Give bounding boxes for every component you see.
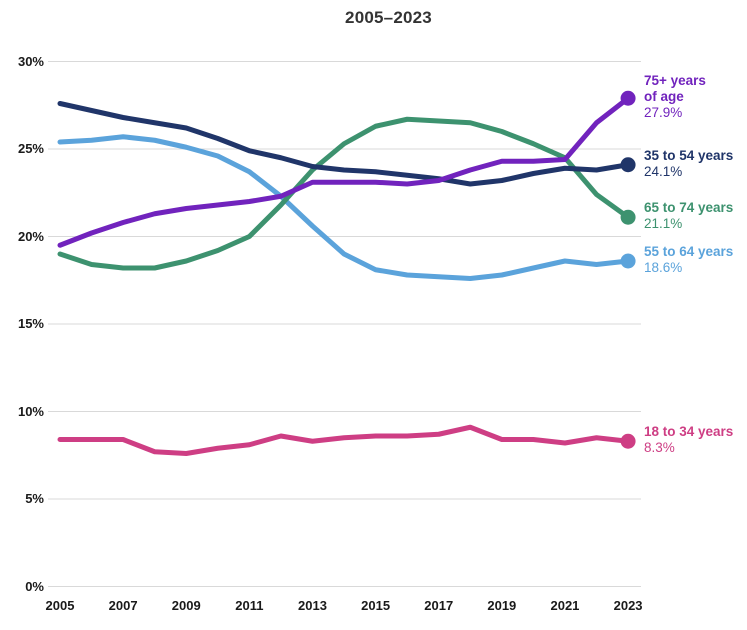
series-line-18-to-34-years — [57, 424, 631, 456]
x-tick-label-2013: 2013 — [298, 598, 327, 613]
x-tick-label-2019: 2019 — [487, 598, 517, 613]
y-tick-label-15: 15% — [17, 316, 44, 331]
series-label-65-to-74-years: 65 to 74 years 21.1% — [644, 200, 747, 232]
series-name: 65 to 74 years — [644, 200, 734, 216]
series-endpoint-dot-75-years-of-age — [620, 90, 636, 106]
series-endpoint-dot-18-to-34-years — [620, 433, 636, 449]
x-tick-label-2005: 2005 — [45, 598, 75, 613]
x-tick-label-2007: 2007 — [108, 598, 138, 613]
series-line-55-to-64-years — [57, 134, 631, 281]
series-label-55-to-64-years: 55 to 64 years 18.6% — [644, 244, 747, 276]
series-label-35-to-54-years: 35 to 54 years 24.1% — [644, 148, 747, 180]
series-name: 18 to 34 years — [644, 424, 734, 440]
series-label-18-to-34-years: 18 to 34 years 8.3% — [644, 424, 747, 456]
y-tick-label-25: 25% — [17, 141, 44, 156]
series-endpoint-dot-65-to-74-years — [620, 209, 636, 225]
series-name: 55 to 64 years — [644, 244, 734, 259]
series-line-35-to-54-years — [57, 101, 631, 187]
y-tick-label-0: 0% — [25, 578, 44, 594]
series-endpoint-dot-35-to-54-years — [620, 157, 636, 173]
x-tick-label-2015: 2015 — [361, 598, 391, 613]
series-line-65-to-74-years — [57, 116, 631, 271]
series-name: 35 to 54 years — [644, 147, 734, 163]
series-end-value: 21.1% — [644, 216, 683, 232]
y-tick-label-20: 20% — [17, 228, 44, 244]
series-endpoint-dot-55-to-64-years — [620, 253, 636, 269]
y-tick-label-10: 10% — [17, 403, 44, 419]
series-line-75-years-of-age — [57, 95, 631, 248]
x-tick-label-2023: 2023 — [613, 598, 643, 613]
series-end-value: 27.9% — [644, 105, 683, 121]
series-end-value: 8.3% — [644, 440, 675, 456]
x-tick-label-2011: 2011 — [235, 598, 264, 613]
series-label-75-years-of-age: 75+ years of age 27.9% — [644, 73, 747, 121]
series-name: of age — [644, 89, 684, 105]
y-tick-label-30: 30% — [17, 53, 44, 69]
series-end-value: 18.6% — [644, 260, 683, 275]
x-tick-label-2009: 2009 — [171, 598, 201, 613]
y-tick-label-5: 5% — [25, 491, 44, 506]
series-end-value: 24.1% — [644, 163, 683, 179]
x-tick-label-2021: 2021 — [550, 598, 580, 613]
x-tick-label-2017: 2017 — [424, 598, 454, 613]
series-name: 75+ years — [644, 73, 706, 89]
chart-title: 2005–2023 — [345, 8, 432, 27]
